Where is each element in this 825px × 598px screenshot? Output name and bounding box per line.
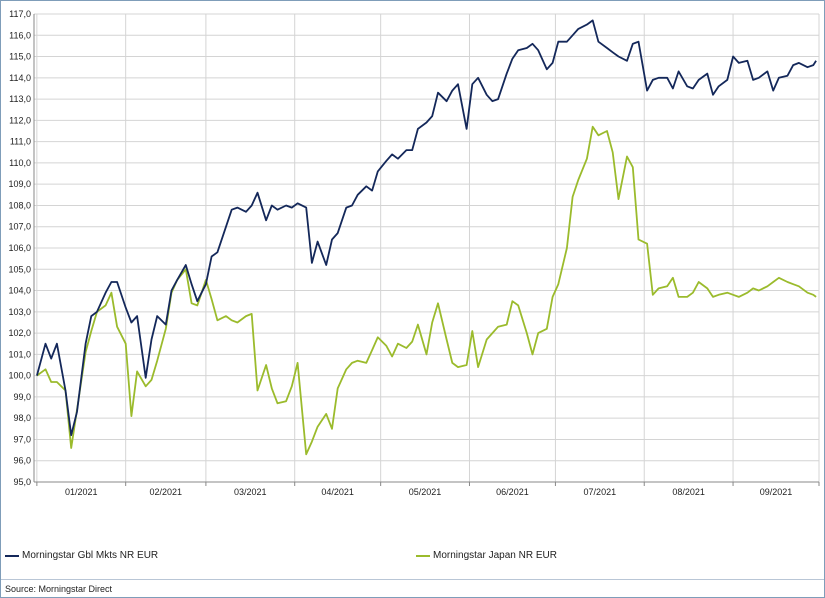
y-tick-label: 101,0 (8, 349, 31, 359)
y-tick-label: 97,0 (13, 434, 31, 444)
y-tick-label: 105,0 (8, 264, 31, 274)
series-line-gbl (36, 19, 817, 437)
footer-divider (1, 579, 824, 580)
x-axis-ticks: 01/2021 02/2021 03/2021 04/2021 05/2021 06/20… (36, 482, 820, 497)
x-tick-label: 07/2021 (584, 487, 617, 497)
y-tick-label: 111,0 (10, 137, 31, 147)
x-tick-label: 02/2021 (150, 487, 183, 497)
legend-label-japan: Morningstar Japan NR EUR (433, 550, 557, 561)
y-tick-label: 98,0 (13, 413, 31, 423)
y-tick-label: 99,0 (13, 392, 31, 402)
x-tick-label: 04/2021 (321, 487, 354, 497)
y-tick-label: 116,0 (9, 30, 31, 40)
y-tick-label: 113,0 (9, 94, 31, 104)
y-tick-label: 103,0 (8, 307, 31, 317)
y-tick-label: 114,0 (9, 73, 31, 83)
legend-swatch-japan (416, 554, 430, 557)
x-tick-label: 09/2021 (760, 487, 793, 497)
legend-label-gbl: Morningstar Gbl Mkts NR EUR (22, 550, 159, 561)
y-tick-label: 108,0 (8, 200, 31, 210)
x-tick-label: 06/2021 (496, 487, 529, 497)
axes (33, 14, 819, 483)
y-tick-label: 110,0 (9, 158, 31, 168)
y-tick-label: 109,0 (8, 179, 31, 189)
y-tick-label: 104,0 (8, 286, 31, 296)
y-tick-label: 112,0 (9, 115, 31, 125)
legend-swatch-gbl (5, 554, 19, 557)
y-tick-label: 100,0 (8, 371, 31, 381)
series-lines (36, 19, 817, 456)
y-tick-label: 95,0 (13, 477, 31, 487)
line-chart: 95,0 96,0 97,0 98,0 99,0 100,0 101,0 102,0 103,0… (8, 9, 820, 497)
gridlines (34, 13, 820, 483)
source-note: Source: Morningstar Direct (5, 584, 113, 594)
y-tick-label: 107,0 (8, 222, 31, 232)
legend-item-gbl: Morningstar Gbl Mkts NR EUR (5, 550, 158, 561)
y-tick-label: 117,0 (9, 9, 31, 19)
y-axis-ticks: 95,0 96,0 97,0 98,0 99,0 100,0 101,0 102,0 103,0… (8, 9, 31, 487)
y-tick-label: 102,0 (8, 328, 31, 338)
x-tick-label: 01/2021 (65, 487, 98, 497)
y-tick-label: 115,0 (9, 52, 31, 62)
x-tick-label: 08/2021 (672, 487, 705, 497)
y-tick-label: 96,0 (13, 456, 31, 466)
y-tick-label: 106,0 (8, 243, 31, 253)
x-tick-label: 05/2021 (409, 487, 442, 497)
legend-item-japan: Morningstar Japan NR EUR (416, 550, 557, 561)
x-tick-label: 03/2021 (234, 487, 267, 497)
